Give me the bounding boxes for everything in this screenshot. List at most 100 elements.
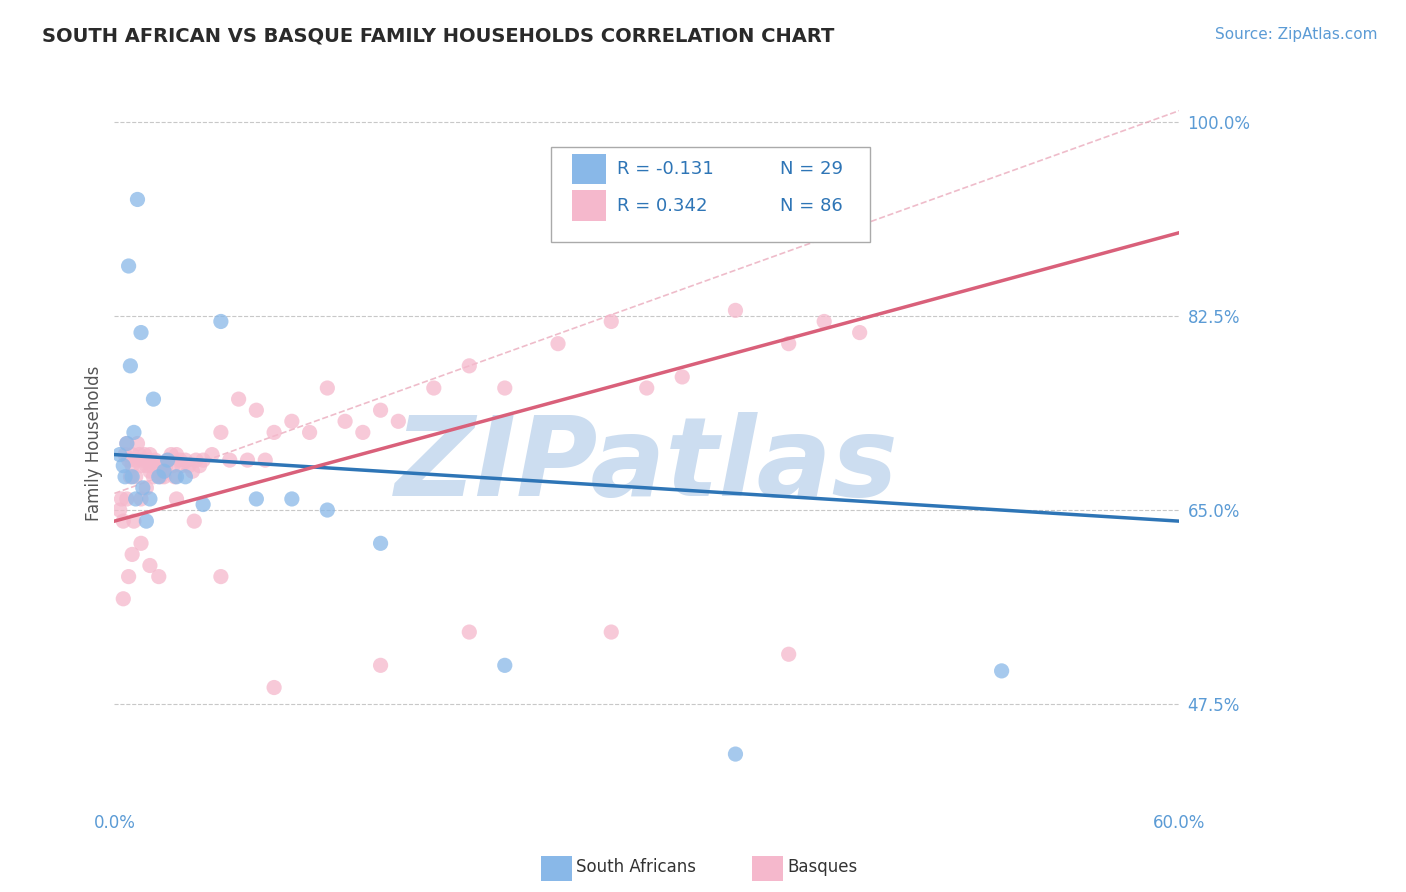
Point bbox=[160, 448, 183, 462]
Point bbox=[112, 458, 135, 473]
Point bbox=[370, 403, 392, 417]
Text: SOUTH AFRICAN VS BASQUE FAMILY HOUSEHOLDS CORRELATION CHART: SOUTH AFRICAN VS BASQUE FAMILY HOUSEHOLD… bbox=[42, 27, 835, 45]
Point bbox=[142, 469, 165, 483]
Text: N = 86: N = 86 bbox=[780, 196, 842, 215]
Text: R = -0.131: R = -0.131 bbox=[617, 160, 714, 178]
Point bbox=[352, 425, 374, 440]
Point bbox=[423, 381, 446, 395]
Point bbox=[132, 481, 155, 495]
Point bbox=[254, 453, 277, 467]
Point bbox=[112, 514, 135, 528]
Point bbox=[139, 464, 162, 478]
Point bbox=[129, 491, 152, 506]
Point bbox=[117, 453, 139, 467]
Point bbox=[141, 458, 163, 473]
Point bbox=[333, 414, 356, 428]
Point bbox=[139, 491, 162, 506]
Point bbox=[117, 259, 139, 273]
Point bbox=[600, 314, 623, 328]
Point bbox=[188, 458, 211, 473]
Point bbox=[458, 359, 481, 373]
Point bbox=[120, 359, 142, 373]
Point bbox=[135, 458, 157, 473]
Point bbox=[142, 392, 165, 406]
Point bbox=[245, 491, 267, 506]
Point bbox=[125, 453, 148, 467]
Text: South Africans: South Africans bbox=[576, 858, 696, 876]
Point bbox=[122, 514, 145, 528]
Point bbox=[236, 453, 259, 467]
Point bbox=[177, 458, 200, 473]
Point bbox=[139, 558, 162, 573]
Point bbox=[458, 625, 481, 640]
Point bbox=[148, 469, 170, 483]
Text: Source: ZipAtlas.com: Source: ZipAtlas.com bbox=[1215, 27, 1378, 42]
Point bbox=[132, 453, 155, 467]
Point bbox=[134, 448, 156, 462]
Point bbox=[136, 453, 159, 467]
Point bbox=[209, 314, 232, 328]
Y-axis label: Family Households: Family Households bbox=[86, 366, 103, 521]
Point bbox=[370, 536, 392, 550]
Point bbox=[125, 469, 148, 483]
Point bbox=[813, 314, 835, 328]
Point bbox=[135, 514, 157, 528]
Point bbox=[148, 569, 170, 583]
Point bbox=[169, 453, 191, 467]
Point bbox=[122, 425, 145, 440]
Bar bbox=[572, 153, 606, 185]
Point bbox=[166, 491, 188, 506]
Point bbox=[600, 625, 623, 640]
Point bbox=[128, 448, 150, 462]
Point bbox=[636, 381, 658, 395]
Point bbox=[162, 458, 184, 473]
Text: ZIPatlas: ZIPatlas bbox=[395, 412, 898, 519]
FancyBboxPatch shape bbox=[551, 147, 870, 242]
Point bbox=[263, 425, 285, 440]
Point bbox=[316, 503, 339, 517]
Point bbox=[494, 658, 516, 673]
Point bbox=[121, 548, 143, 562]
Point bbox=[778, 647, 800, 661]
Point bbox=[148, 464, 170, 478]
Point bbox=[121, 469, 143, 483]
Point bbox=[547, 336, 569, 351]
Point bbox=[125, 491, 148, 506]
Point bbox=[115, 491, 138, 506]
Point bbox=[143, 453, 166, 467]
Point bbox=[990, 664, 1012, 678]
Text: N = 29: N = 29 bbox=[780, 160, 842, 178]
Point bbox=[115, 436, 138, 450]
Point bbox=[163, 469, 186, 483]
Point bbox=[166, 448, 188, 462]
Point bbox=[201, 448, 224, 462]
Point bbox=[149, 469, 172, 483]
Point bbox=[135, 481, 157, 495]
Point bbox=[778, 336, 800, 351]
Point bbox=[181, 464, 204, 478]
Point bbox=[209, 425, 232, 440]
Point bbox=[114, 448, 136, 462]
Point bbox=[494, 381, 516, 395]
Bar bbox=[572, 190, 606, 221]
Point bbox=[146, 458, 169, 473]
Point bbox=[156, 453, 179, 467]
Point bbox=[108, 503, 131, 517]
Point bbox=[209, 569, 232, 583]
Point bbox=[153, 469, 176, 483]
Point bbox=[108, 448, 131, 462]
Point bbox=[129, 536, 152, 550]
Point bbox=[671, 370, 693, 384]
Point bbox=[298, 425, 321, 440]
Point bbox=[183, 514, 205, 528]
Point bbox=[174, 469, 197, 483]
Point bbox=[153, 464, 176, 478]
Point bbox=[245, 403, 267, 417]
Point bbox=[121, 448, 143, 462]
Point bbox=[120, 469, 142, 483]
Point bbox=[316, 381, 339, 395]
Point bbox=[114, 469, 136, 483]
Point bbox=[127, 193, 149, 207]
Text: R = 0.342: R = 0.342 bbox=[617, 196, 707, 215]
Point bbox=[112, 591, 135, 606]
